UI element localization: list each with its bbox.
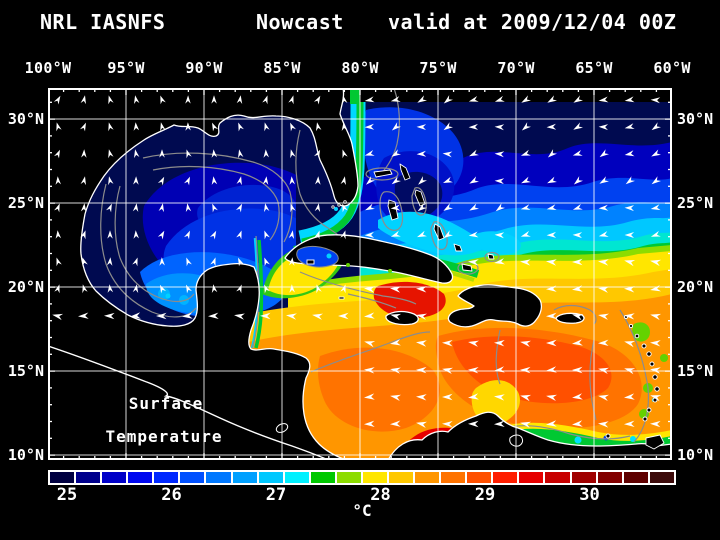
colorbar-segment-15 xyxy=(441,472,466,483)
south-america-landmass xyxy=(387,411,672,460)
colorbar-segment-7 xyxy=(232,472,257,483)
colorbar-segment-2 xyxy=(102,472,127,483)
annotation-line2: Temperature xyxy=(105,427,223,446)
lon-label-5: 75°W xyxy=(419,59,457,77)
colorbar-segment-0 xyxy=(50,472,75,483)
colorbar-segment-3 xyxy=(128,472,153,483)
sst-map-canvas xyxy=(48,88,672,460)
colorbar-segment-16 xyxy=(467,472,492,483)
colorbar-tick-2: 27 xyxy=(265,485,287,505)
hispaniola-island xyxy=(447,284,543,328)
lat-label-left-2: 20°N xyxy=(7,278,44,296)
lat-label-left-1: 25°N xyxy=(7,194,44,212)
lat-label-right-4: 10°N xyxy=(677,446,714,464)
colorbar-segment-5 xyxy=(180,472,205,483)
florida-keys xyxy=(331,200,347,300)
colorbar-segment-23 xyxy=(649,472,674,483)
lon-label-7: 65°W xyxy=(575,59,613,77)
lon-label-1: 95°W xyxy=(107,59,145,77)
colorbar-segment-12 xyxy=(362,472,388,483)
graticule-grid xyxy=(48,88,672,460)
lon-label-6: 70°W xyxy=(497,59,535,77)
colorbar-segment-1 xyxy=(76,472,101,483)
colorbar-segment-20 xyxy=(571,472,596,483)
lat-label-left-4: 10°N xyxy=(7,446,44,464)
colorbar-segment-17 xyxy=(493,472,518,483)
jamaica-island xyxy=(385,310,419,326)
map-border xyxy=(48,88,672,460)
lat-label-right-1: 25°N xyxy=(677,194,714,212)
lon-label-0: 100°W xyxy=(24,59,72,77)
lat-label-right-3: 15°N xyxy=(677,362,714,380)
colorbar-tick-4: 29 xyxy=(474,485,496,505)
lat-label-left-0: 30°N xyxy=(7,110,44,128)
colorbar-segment-4 xyxy=(154,472,179,483)
colorbar-segment-6 xyxy=(206,472,231,483)
colorbar-unit: °C xyxy=(352,501,372,520)
lat-label-left-3: 15°N xyxy=(7,362,44,380)
lon-label-2: 90°W xyxy=(185,59,223,77)
lon-label-3: 85°W xyxy=(263,59,301,77)
sst-colorbar xyxy=(48,470,676,485)
colorbar-tick-1: 26 xyxy=(161,485,182,505)
colorbar-tick-3: 28 xyxy=(370,485,391,505)
colorbar-segment-8 xyxy=(258,472,283,483)
colorbar-segment-22 xyxy=(623,472,648,483)
annotation-line1: Surface xyxy=(128,394,204,413)
colorbar-segment-9 xyxy=(284,472,309,483)
current-vector-arrows xyxy=(52,95,662,428)
title-model: NRL IASNFS xyxy=(40,10,166,34)
colorbar-segment-21 xyxy=(597,472,622,483)
lat-label-right-0: 30°N xyxy=(677,110,714,128)
lon-label-8: 60°W xyxy=(653,59,691,77)
trinidad-island xyxy=(645,434,665,450)
lat-label-right-2: 20°N xyxy=(677,278,714,296)
title-product: Nowcast xyxy=(256,10,344,34)
colorbar-segment-19 xyxy=(545,472,570,483)
colorbar-tick-0: 25 xyxy=(56,485,78,505)
colorbar-segment-11 xyxy=(336,472,361,483)
cayman-island xyxy=(338,296,345,300)
title-validity: valid at 2009/12/04 00Z xyxy=(388,10,677,34)
colorbar-segment-14 xyxy=(415,472,440,483)
colorbar-segment-10 xyxy=(310,472,335,483)
colorbar-segment-13 xyxy=(389,472,414,483)
lesser-antilles-islands xyxy=(605,315,665,450)
colorbar-segment-18 xyxy=(519,472,544,483)
bahamas-islands xyxy=(373,163,495,272)
lon-label-4: 80°W xyxy=(341,59,379,77)
colorbar-tick-5: 30 xyxy=(579,485,600,505)
